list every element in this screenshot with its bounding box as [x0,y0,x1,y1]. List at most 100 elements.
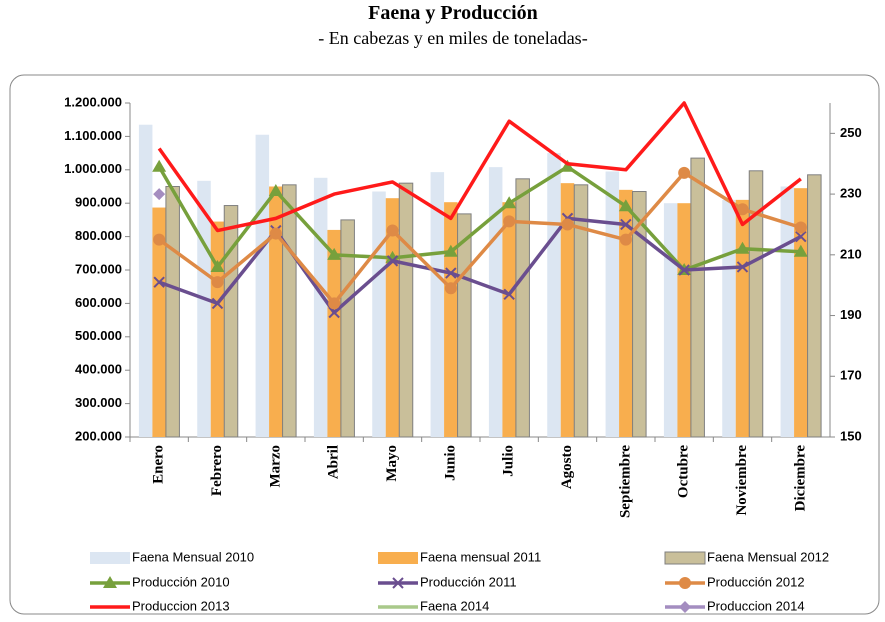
chart-border [9,74,880,615]
line-marker [386,255,399,267]
legend-marker [679,577,691,589]
line-marker [327,247,342,260]
legend-swatch [378,552,418,564]
x-tick-label: Julio [501,445,517,477]
bar [573,184,589,438]
bar [269,186,283,437]
bar [807,174,822,438]
legend-marker [103,576,117,588]
bar [255,134,270,438]
chart-subtitle: - En cabezas y en miles de toneladas- [318,28,587,48]
bar [327,229,341,437]
line-marker [678,264,690,276]
bar [722,199,736,437]
line-marker [561,218,574,231]
y-tick-label: 700.000 [75,261,122,276]
x-tick-label: Junio [442,445,458,481]
line-marker [502,196,517,209]
x-tick-label: Octubre [676,445,692,498]
bar [372,191,386,437]
y-tick-label: 600.000 [75,295,122,310]
line-marker [560,159,575,172]
x-tick-label: Diciembre [792,445,808,512]
line-marker [152,159,167,172]
line [157,101,802,233]
line-marker [503,288,515,300]
x-tick-label: Abril [326,445,342,479]
y2-tick-label: 190 [840,307,862,322]
y-tick-label: 1.200.000 [64,94,122,109]
legend-label: Faena Mensual 2010 [132,549,254,564]
line-marker [620,218,632,231]
chart-title: Faena y Producción [368,2,538,24]
y-tick-label: 900.000 [75,195,122,210]
y-tick-label: 400.000 [75,362,122,377]
bar [313,177,328,438]
line-marker [793,244,808,257]
bar [560,183,575,437]
line-marker [443,244,458,257]
bar [663,203,678,437]
bar [690,157,705,438]
line-marker [795,230,807,243]
x-tick-label: Febrero [209,445,225,496]
bar [632,191,647,438]
line-marker [445,267,457,279]
line-marker [386,224,399,237]
y2-tick-label: 250 [840,125,862,140]
bar [340,219,355,438]
bar [223,205,239,438]
legend-label: Producción 2011 [420,574,517,589]
line-marker [618,199,633,212]
line-marker [211,297,224,310]
line-marker [210,259,225,272]
bar [152,207,166,437]
line-marker [153,188,166,201]
line-marker [503,215,516,228]
y-tick-label: 300.000 [75,395,122,410]
line-marker [328,306,340,319]
y-tick-label: 200.000 [75,428,122,443]
bar [502,202,516,437]
line-marker [153,233,166,246]
bar [515,178,530,438]
y2-tick-label: 230 [840,186,862,201]
bar [457,213,472,438]
bar [197,180,211,437]
x-tick-label: Enero [151,445,167,484]
bar [735,199,750,437]
line-marker [153,276,165,288]
line-marker [619,233,632,246]
bar [282,184,297,438]
line-marker [678,166,691,179]
bar [488,167,503,438]
legend-marker [679,601,691,613]
legend-swatch [90,552,130,564]
line-marker [444,282,457,295]
bar [780,186,795,437]
legend-swatch [664,551,706,565]
y2-tick-label: 210 [840,246,862,261]
line [158,171,802,306]
x-tick-label: Noviembre [734,445,750,516]
legend-label: Produccion 2013 [132,598,230,613]
legend-marker [392,577,404,589]
bar [210,221,225,437]
line-marker [735,241,750,254]
legend-label: Faena Mensual 2012 [707,549,829,564]
y-tick-label: 1.100.000 [64,128,122,143]
bar [677,203,691,437]
bar [430,172,445,437]
x-tick-label: Mayo [384,445,400,482]
legend-label: Producción 2012 [707,574,805,589]
y-tick-label: 500.000 [75,328,122,343]
line-marker [268,184,283,197]
line-marker [269,227,282,240]
y2-tick-label: 150 [840,428,862,443]
line-marker [794,221,807,234]
legend-label: Faena mensual 2011 [420,549,541,564]
y2-tick-label: 170 [840,368,862,383]
bar [748,170,764,438]
x-tick-label: Septiembre [617,445,633,518]
